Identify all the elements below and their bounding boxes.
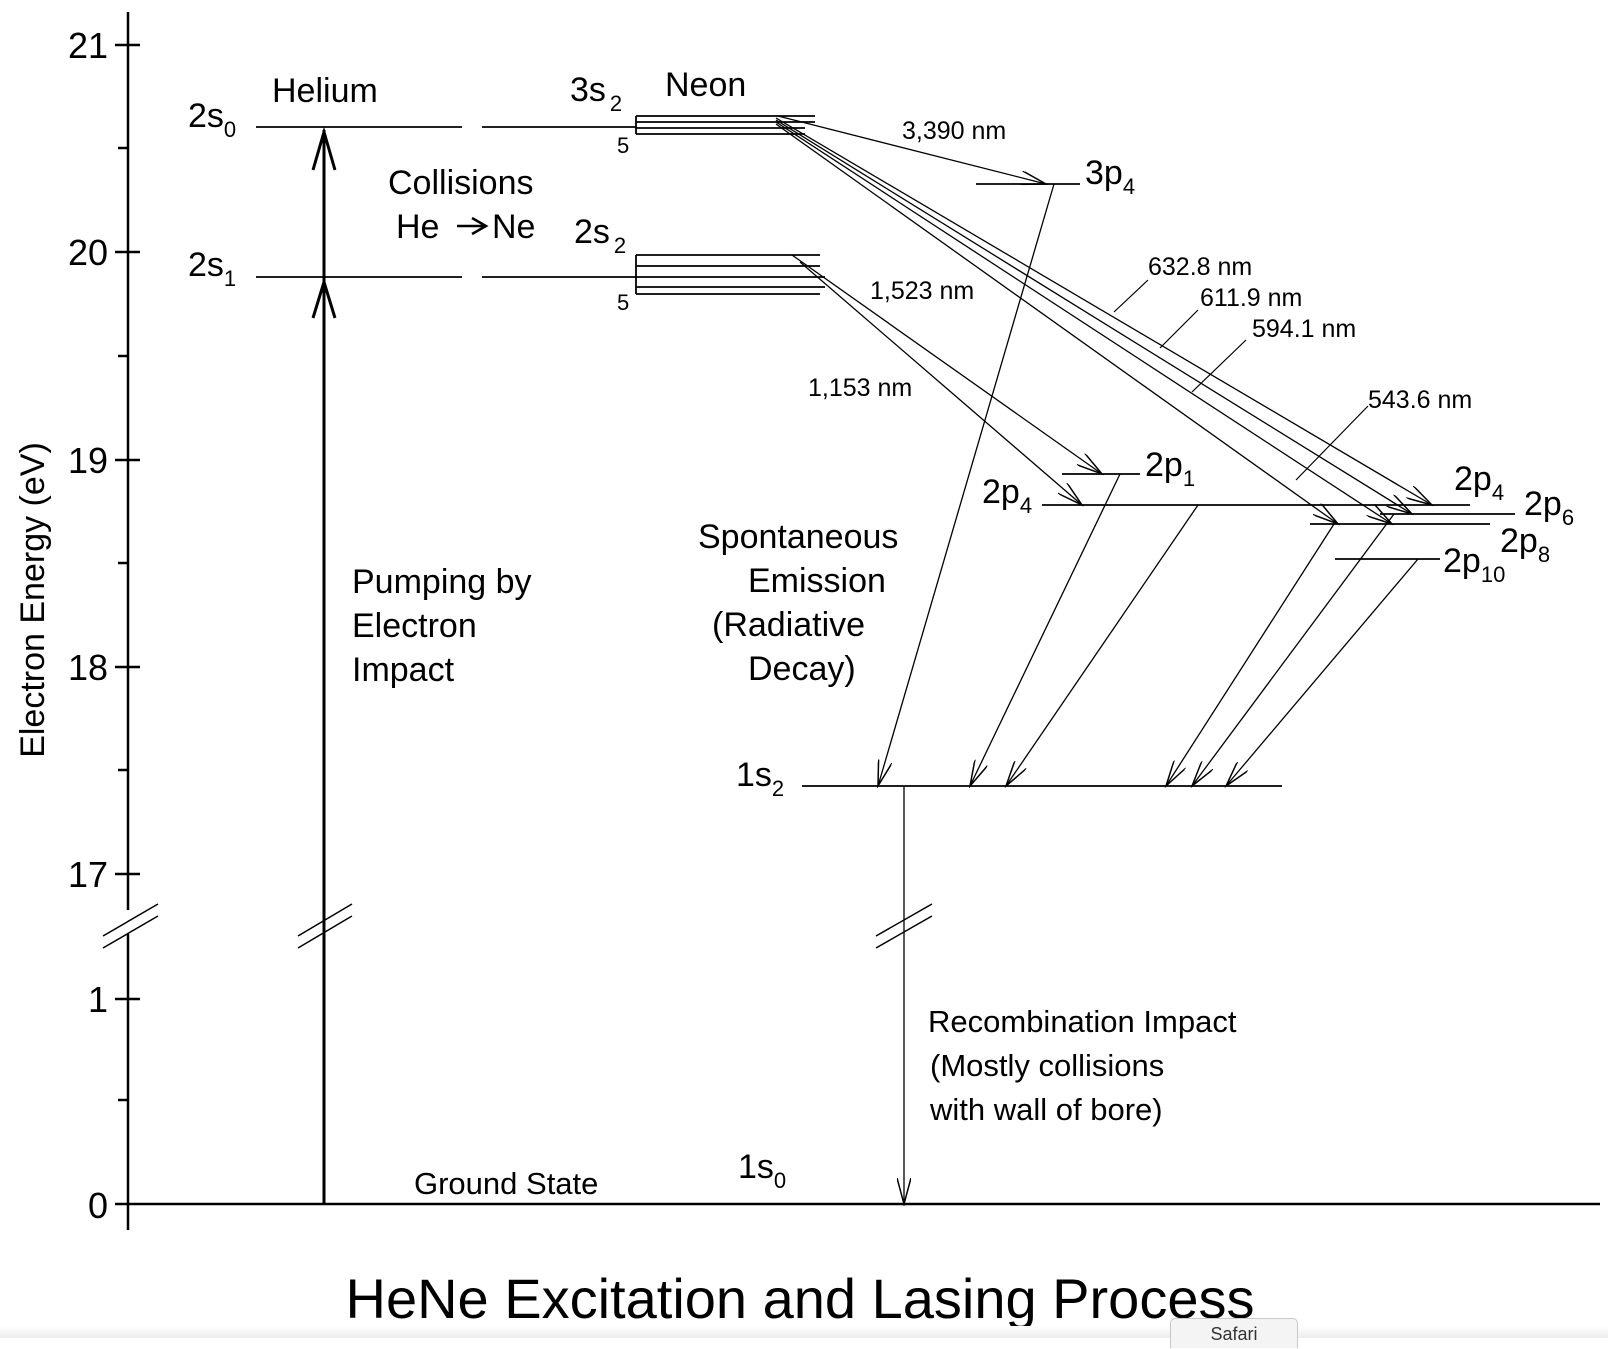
wavelength-label-6328: 632.8 nm — [1148, 253, 1252, 281]
recombination-label: with wall of bore) — [929, 1092, 1163, 1127]
neon-2s-levels — [635, 254, 825, 295]
spontaneous-label: (Radiative — [712, 606, 865, 644]
tick-label: 19 — [68, 440, 108, 481]
wavelength-label-1523: 1,523 nm — [870, 277, 974, 305]
spontaneous-label: Spontaneous — [698, 518, 898, 556]
window-bottom-strip — [0, 1326, 1608, 1338]
wavelength-label-5436: 543.6 nm — [1368, 386, 1472, 414]
pumping-label: Impact — [352, 651, 455, 689]
level-label-ne-3s-5: 5 — [617, 133, 629, 158]
level-label-ne-2p4-right: 2p4 — [1454, 460, 1504, 505]
transitions-3s — [775, 115, 1432, 524]
wavelength-label-6119: 611.9 nm — [1200, 284, 1302, 312]
y-tick-labels: 21 20 19 18 17 1 0 — [68, 25, 108, 1226]
level-label-ne-2p4-left: 2p4 — [982, 473, 1032, 518]
wavelength-label-5941: 594.1 nm — [1252, 315, 1356, 343]
recombination-label: Recombination Impact — [928, 1004, 1237, 1039]
collisions-he: He — [396, 208, 439, 246]
safari-tab[interactable]: Safari — [1170, 1318, 1298, 1348]
level-label-he-2s0: 2s0 — [188, 97, 236, 142]
level-label-ne-2p10: 2p10 — [1443, 542, 1505, 587]
wavelength-leaders — [1113, 279, 1369, 481]
transition-3p4-1s2 — [878, 183, 1055, 786]
y-axis — [115, 12, 140, 1230]
level-label-ne-1s0: 1s0 — [738, 1148, 786, 1193]
tick-label: 1 — [88, 979, 108, 1020]
neon-label: Neon — [665, 66, 746, 104]
level-label-ne-1s2: 1s2 — [736, 756, 784, 801]
collisions-ne: Ne — [492, 208, 535, 246]
recombination-label: (Mostly collisions — [930, 1048, 1164, 1083]
tick-label: 0 — [88, 1185, 108, 1226]
helium-levels — [256, 126, 636, 278]
wavelength-label-1153: 1,153 nm — [808, 374, 912, 402]
transitions-2s — [791, 254, 1102, 505]
pumping-arrow — [311, 126, 337, 1204]
pumping-label: Pumping by — [352, 563, 532, 601]
spontaneous-label: Decay) — [748, 650, 856, 688]
pumping-label: Electron — [352, 607, 477, 645]
transitions-2p-1s2 — [970, 473, 1419, 786]
tick-label: 18 — [68, 647, 108, 688]
wavelength-label-3390: 3,390 nm — [902, 117, 1006, 145]
level-label-ne-2s: 2s 2 — [574, 213, 626, 258]
tick-label: 20 — [68, 232, 108, 273]
helium-label: Helium — [272, 72, 378, 110]
level-label-ne-2p8: 2p8 — [1500, 522, 1550, 567]
axis-break-marks — [102, 903, 933, 949]
tick-label: 17 — [68, 854, 108, 895]
level-label-ne-2p1: 2p1 — [1145, 446, 1195, 491]
level-label-he-2s1: 2s1 — [188, 246, 236, 291]
collision-arrow — [457, 216, 489, 236]
level-label-ne-2p6: 2p6 — [1524, 485, 1574, 530]
level-label-ne-2s-5: 5 — [617, 290, 629, 315]
level-label-ne-3s: 3s 2 — [570, 71, 622, 116]
ground-state-label: Ground State — [414, 1166, 598, 1201]
diagram-title: HeNe Excitation and Lasing Process — [346, 1267, 1255, 1330]
tick-label: 21 — [68, 25, 108, 66]
y-axis-label: Electron Energy (eV) — [14, 442, 52, 758]
spontaneous-label: Emission — [748, 562, 886, 600]
neon-3s-levels — [635, 115, 815, 135]
level-label-ne-3p4: 3p4 — [1085, 154, 1135, 199]
collisions-label: Collisions — [388, 164, 534, 202]
safari-tab-label: Safari — [1210, 1324, 1258, 1344]
